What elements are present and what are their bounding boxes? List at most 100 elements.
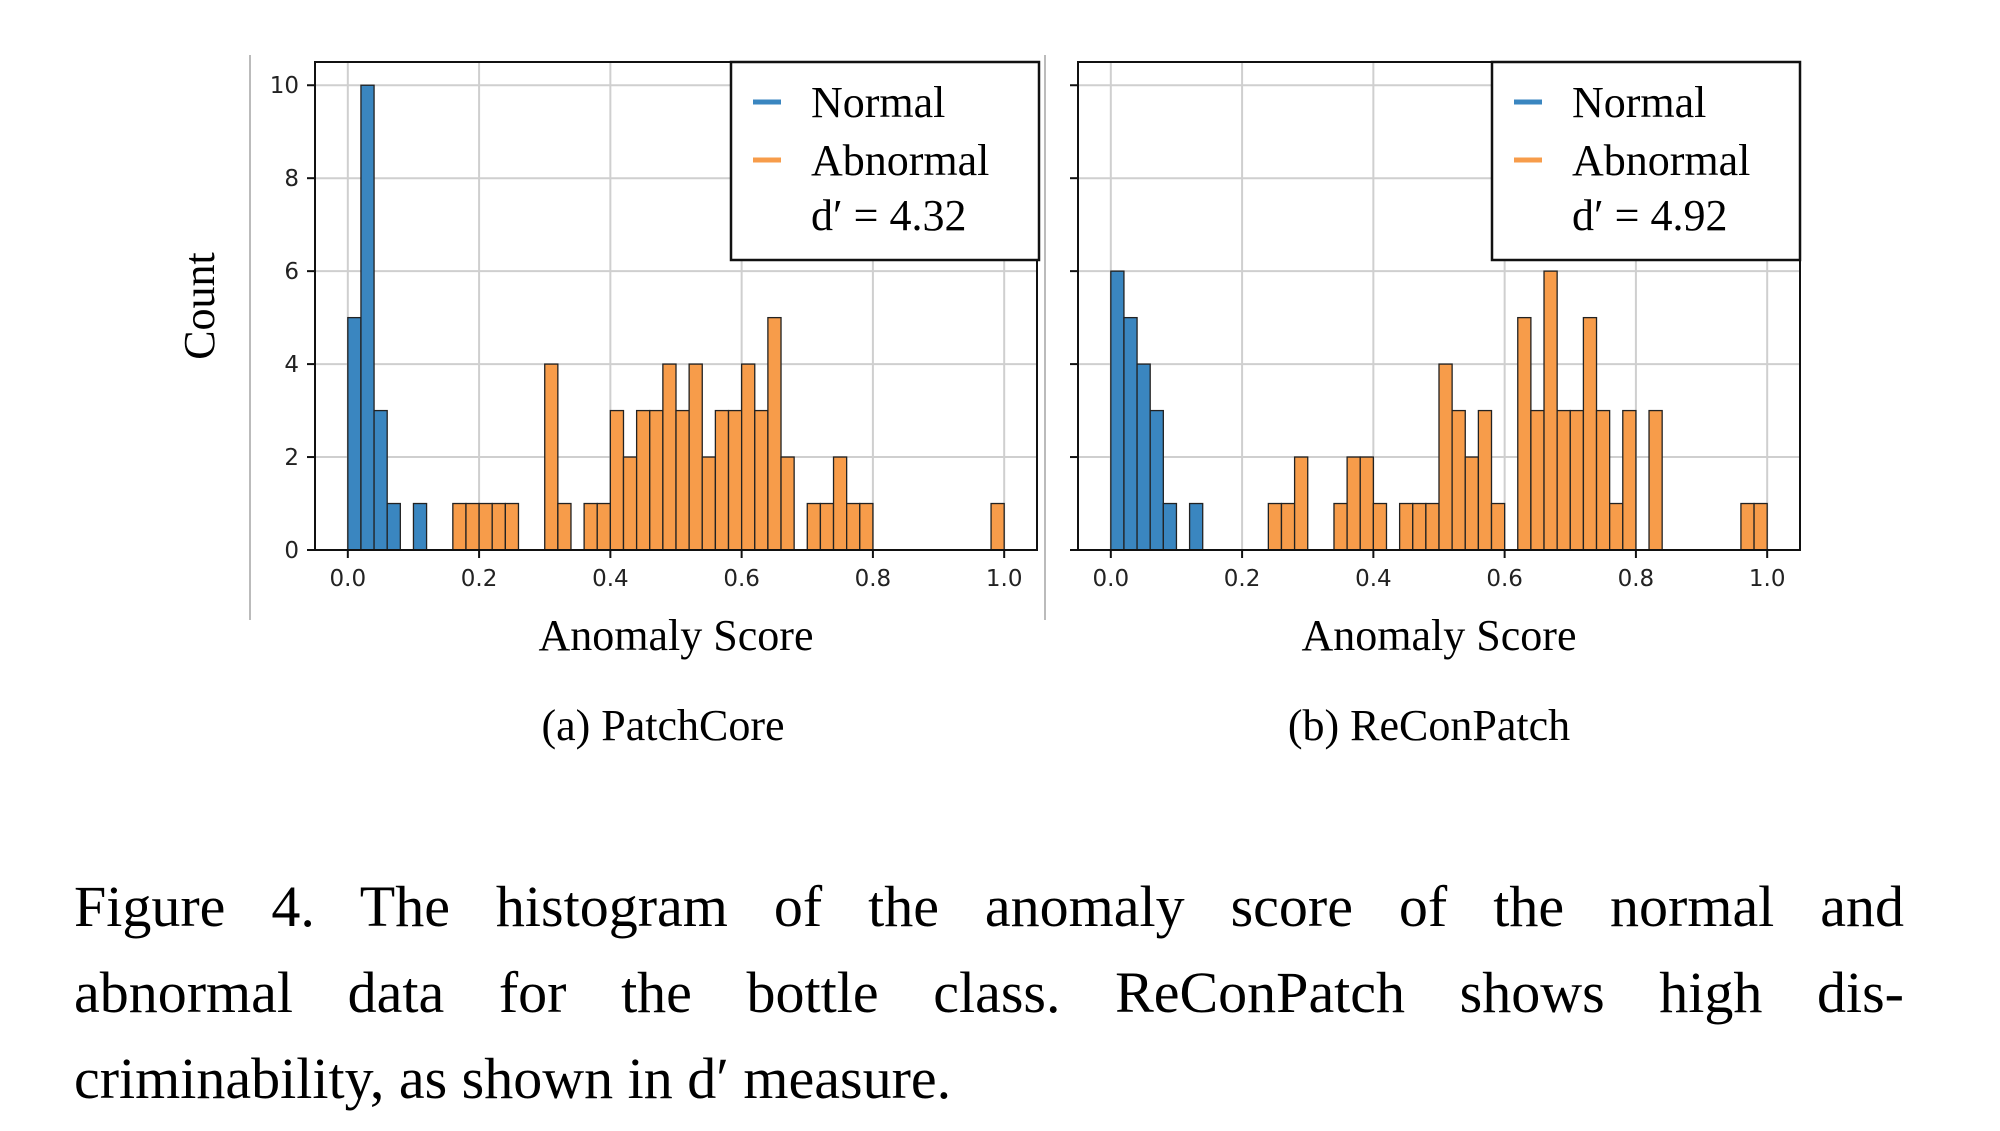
histogram-bar-abnormal: [819, 502, 835, 551]
histogram-bar-abnormal: [1267, 502, 1283, 551]
histogram-bar-abnormal: [504, 502, 520, 551]
histogram-bar-abnormal: [1464, 456, 1480, 551]
histogram-bar-abnormal: [1293, 456, 1309, 551]
x-tick-label: 0.0: [1093, 566, 1130, 592]
histogram-bar-abnormal: [1477, 409, 1493, 551]
x-tick-label: 0.8: [1618, 566, 1655, 592]
histogram-bar-abnormal: [846, 502, 861, 551]
histogram-bar-abnormal: [1280, 502, 1296, 551]
histogram-bar-normal: [1162, 502, 1178, 551]
histogram-bar-abnormal: [859, 502, 874, 551]
histogram-bar-abnormal: [780, 456, 795, 551]
histogram-bar-abnormal: [675, 409, 690, 551]
histogram-bar-abnormal: [740, 363, 756, 551]
y-tick-label: 6: [284, 259, 299, 285]
histogram-bar-abnormal: [465, 502, 480, 551]
histogram-bar-abnormal: [1530, 409, 1545, 551]
histogram-bar-abnormal: [1569, 409, 1585, 551]
subcaption: (b) ReConPatch: [1288, 701, 1570, 750]
y-tick-label: 4: [284, 352, 299, 378]
y-tick-label: 8: [284, 166, 299, 192]
dprime-annotation: d′ = 4.92: [1572, 191, 1727, 240]
dprime-annotation: d′ = 4.32: [811, 191, 966, 240]
x-axis-label: Anomaly Score: [1302, 611, 1577, 660]
histogram-bar-abnormal: [649, 409, 664, 551]
histogram-bar-abnormal: [701, 456, 717, 551]
y-tick-label: 10: [270, 73, 299, 99]
histogram-bar-abnormal: [1740, 502, 1755, 551]
x-tick-label: 1.0: [986, 566, 1023, 592]
histogram-bar-abnormal: [1609, 502, 1624, 551]
histogram-bar-abnormal: [635, 409, 651, 551]
x-tick-label: 0.6: [723, 566, 760, 592]
histogram-bar-normal: [1149, 409, 1164, 551]
plot-frame: [314, 61, 1038, 551]
plot-frame: [1077, 61, 1801, 551]
histogram-bar-abnormal: [609, 409, 625, 551]
y-tick-label: 0: [284, 538, 299, 564]
histogram-bar-abnormal: [990, 502, 1005, 551]
histogram-bar-abnormal: [1412, 502, 1427, 551]
caption-line-3: criminability, as shown in d′ measure.: [74, 1046, 952, 1111]
caption-line-2: abnormal data for the bottle class. ReCo…: [74, 960, 1904, 1025]
histogram-bar-abnormal: [1333, 502, 1348, 551]
histogram-bar-normal: [360, 84, 375, 551]
y-tick-label: 2: [284, 445, 299, 471]
caption-line-1: Figure 4. The histogram of the anomaly s…: [74, 874, 1904, 939]
histogram-bar-abnormal: [767, 316, 782, 551]
legend-label-abnormal: Abnormal: [1572, 136, 1750, 185]
histogram-bar-abnormal: [1451, 409, 1466, 551]
histogram-bar-normal: [1136, 363, 1151, 551]
legend-label-abnormal: Abnormal: [811, 136, 989, 185]
histogram-bar-abnormal: [1517, 316, 1532, 551]
histogram-bar-normal: [347, 316, 362, 551]
legend-label-normal: Normal: [1572, 78, 1706, 127]
histogram-bar-abnormal: [1490, 502, 1506, 551]
histogram-bar-abnormal: [1346, 456, 1361, 551]
subcaption: (a) PatchCore: [541, 701, 784, 750]
x-tick-label: 0.0: [330, 566, 367, 592]
histogram-bar-abnormal: [714, 409, 730, 551]
histogram-bar-abnormal: [622, 456, 638, 551]
y-axis-label: Count: [175, 252, 224, 360]
histogram-bar-abnormal: [544, 363, 559, 551]
histogram-bar-abnormal: [727, 409, 743, 551]
histogram-bar-normal: [386, 502, 401, 551]
x-axis-label: Anomaly Score: [539, 611, 814, 660]
histogram-bar-abnormal: [1543, 270, 1558, 551]
histogram-bar-abnormal: [1648, 409, 1663, 551]
x-tick-label: 0.4: [1355, 566, 1392, 592]
histogram-bar-abnormal: [832, 456, 848, 551]
x-tick-label: 0.8: [855, 566, 892, 592]
histogram-bar-abnormal: [596, 502, 612, 551]
histogram-bar-abnormal: [754, 409, 769, 551]
histogram-bar-normal: [1110, 270, 1125, 551]
histogram-bar-abnormal: [1398, 502, 1414, 551]
x-tick-label: 0.6: [1486, 566, 1523, 592]
chart-panel-1: 0.0 0.2 0.4 0.6 0.8 1.0 0 2 4 6 8 10 Anomaly Score Co…: [175, 55, 1041, 750]
legend-box: [729, 60, 1041, 262]
histogram-bar-abnormal: [688, 363, 703, 551]
histogram-bar-abnormal: [1622, 409, 1637, 551]
histogram-bar-abnormal: [1359, 456, 1375, 551]
histogram-bar-abnormal: [1595, 409, 1611, 551]
x-tick-label: 0.2: [461, 566, 498, 592]
histogram-bar-normal: [1188, 502, 1204, 551]
figure-histograms: 0.0 0.2 0.4 0.6 0.8 1.0 0 2 4 6 8 10 Anomaly Score Co…: [175, 55, 1802, 750]
histogram-bar-abnormal: [806, 502, 822, 551]
histogram-bar-abnormal: [583, 502, 598, 551]
histogram-bar-abnormal: [1753, 502, 1768, 551]
chart-panel-2: 0.0 0.2 0.4 0.6 0.8 1.0 Anomaly Score Normal Abn…: [1044, 55, 1802, 750]
legend-box: [1490, 60, 1802, 262]
x-tick-label: 0.4: [592, 566, 629, 592]
histogram-bar-abnormal: [491, 502, 506, 551]
histogram-bar-abnormal: [1425, 502, 1440, 551]
histogram-bar-abnormal: [1438, 363, 1453, 551]
histogram-bar-abnormal: [478, 502, 493, 551]
histogram-bar-normal: [412, 502, 428, 551]
x-tick-label: 0.2: [1224, 566, 1261, 592]
histogram-bar-abnormal: [452, 502, 467, 551]
histogram-bar-normal: [1123, 316, 1138, 551]
x-tick-label: 1.0: [1749, 566, 1786, 592]
figure-caption: Figure 4. The histogram of the anomaly s…: [74, 864, 1904, 1122]
